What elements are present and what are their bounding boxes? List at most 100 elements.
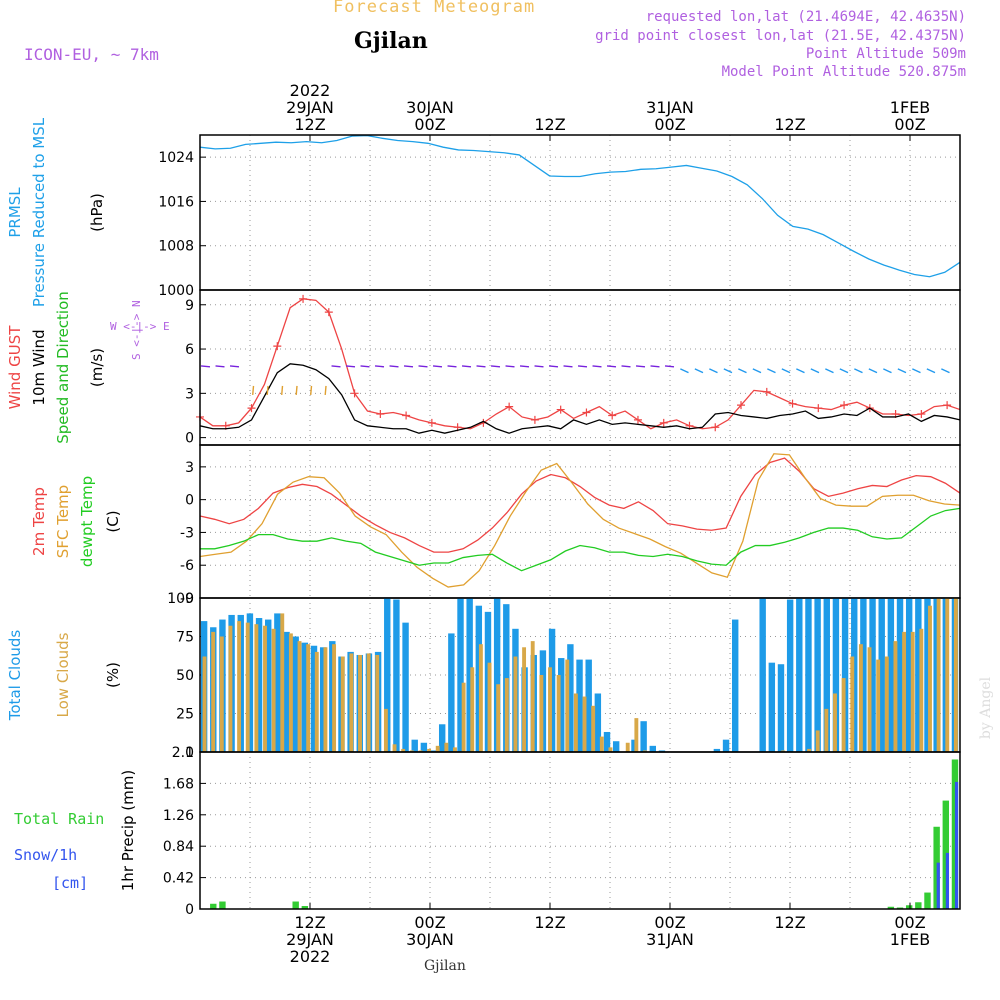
- bar-clouds-total: [924, 598, 931, 752]
- bar-clouds-total: [466, 598, 473, 752]
- bar-clouds-low: [884, 656, 889, 752]
- wind-arrow: [345, 365, 356, 368]
- bar-clouds-total: [246, 613, 254, 752]
- requested-coords: requested lon,lat (21.4694E, 42.4635N): [645, 9, 966, 25]
- bar-clouds-total: [732, 619, 739, 752]
- bar-clouds-low: [444, 742, 449, 752]
- wind-arrow: [868, 368, 878, 374]
- bar-clouds-low: [953, 598, 958, 752]
- wind-arrow: [781, 368, 791, 374]
- axis-label-wind: Speed and Direction: [54, 291, 72, 444]
- bar-clouds-total: [438, 724, 446, 752]
- wind-arrow: [897, 368, 907, 374]
- bar-clouds-low: [781, 750, 786, 752]
- bar-clouds-total: [640, 721, 647, 752]
- bar-clouds-total: [832, 598, 840, 752]
- gust-marker: [324, 308, 333, 317]
- bar-clouds-low: [928, 605, 932, 752]
- wind-arrow: [324, 385, 327, 395]
- y-tick-label-clouds: 50: [176, 668, 194, 684]
- bar-precip-snow: [945, 852, 950, 909]
- series-line-temperature-dewpt: [200, 507, 961, 572]
- bar-clouds-total: [713, 748, 721, 752]
- bar-clouds-low: [945, 598, 950, 752]
- gust-marker: [762, 387, 771, 396]
- bar-clouds-low: [340, 656, 345, 752]
- axis-label-pressure: (hPa): [88, 193, 106, 232]
- bar-clouds-low: [936, 598, 941, 752]
- precip-axis-label: 1hr Precip (mm): [119, 770, 137, 891]
- gust-marker: [350, 389, 359, 398]
- bar-clouds-low: [539, 675, 544, 752]
- bar-clouds-total: [283, 631, 290, 752]
- y-tick-label-clouds: 0: [185, 745, 194, 761]
- model-point-altitude: Model Point Altitude 520.875m: [721, 64, 966, 80]
- time-label-bottom: 31JAN: [646, 930, 694, 949]
- gust-marker: [273, 342, 282, 351]
- gust-marker: [427, 418, 436, 427]
- bar-precip-rain: [210, 903, 217, 909]
- wind-arrow: [432, 365, 443, 368]
- y-tick-label-temperature: 3: [185, 460, 194, 476]
- gridpoint-coords: grid point closest lon,lat (21.5E, 42.43…: [595, 28, 966, 44]
- bar-precip-snow: [936, 862, 940, 909]
- y-tick-label-temperature: -6: [180, 558, 194, 574]
- bar-clouds-low: [522, 647, 527, 752]
- wind-arrow: [680, 368, 689, 374]
- bar-clouds-low: [323, 647, 328, 752]
- time-label-top: 12Z: [774, 115, 805, 134]
- bar-clouds-low: [271, 628, 276, 752]
- bar-clouds-total: [503, 604, 510, 752]
- bar-clouds-total: [402, 622, 409, 752]
- time-label-top: 12Z: [534, 115, 565, 134]
- bar-clouds-low: [858, 644, 863, 752]
- axis-label-temperature: dewpt Temp: [78, 476, 96, 567]
- wind-arrow: [200, 365, 211, 368]
- y-tick-label-temperature: -3: [180, 525, 194, 541]
- wind-arrow: [548, 365, 559, 368]
- wind-arrow: [389, 365, 399, 368]
- bar-clouds-low: [366, 653, 371, 752]
- bar-clouds-total: [420, 742, 428, 752]
- bar-clouds-low: [496, 684, 501, 752]
- bar-clouds-low: [591, 705, 596, 752]
- axis-label-wind: (m/s): [88, 348, 106, 387]
- bar-clouds-total: [594, 693, 602, 752]
- bar-precip-snow: [954, 781, 959, 909]
- y-tick-label-precip: 2.1: [172, 745, 194, 761]
- bar-clouds-total: [649, 745, 656, 752]
- bar-clouds-total: [814, 598, 821, 752]
- bar-clouds-low: [245, 622, 250, 752]
- bar-clouds-total: [393, 599, 400, 752]
- time-label-top: 00Z: [414, 115, 445, 134]
- y-tick-label-temperature: 0: [185, 493, 194, 509]
- bar-clouds-total: [319, 647, 327, 752]
- bar-clouds-low: [461, 682, 466, 752]
- wind-arrow: [606, 365, 617, 368]
- precip-label-snow: Snow/1h: [14, 846, 77, 864]
- y-tick-label-clouds: 75: [176, 630, 194, 646]
- bar-clouds-low: [401, 748, 406, 752]
- bar-clouds-low: [375, 654, 380, 752]
- bar-clouds-low: [383, 708, 388, 752]
- bar-clouds-total: [786, 599, 794, 752]
- wind-arrow: [418, 365, 428, 368]
- y-tick-label-precip: 1.68: [163, 776, 194, 792]
- y-tick-label-wind: 3: [185, 386, 194, 402]
- bar-clouds-total: [777, 664, 785, 752]
- point-altitude: Point Altitude 509m: [805, 46, 966, 62]
- gust-marker: [247, 404, 256, 413]
- bar-clouds-total: [860, 598, 867, 752]
- wind-arrow: [738, 368, 747, 374]
- wind-arrow: [825, 368, 834, 374]
- y-tick-label-precip: 0.84: [163, 839, 194, 855]
- bar-clouds-low: [807, 748, 812, 752]
- bar-clouds-low: [237, 621, 242, 752]
- bar-clouds-total: [796, 598, 803, 752]
- bar-clouds-total: [493, 598, 501, 752]
- wind-arrow: [519, 365, 530, 368]
- wind-arrow: [723, 368, 733, 374]
- bar-clouds-low: [219, 636, 224, 752]
- bar-clouds-low: [582, 696, 587, 752]
- footer-location: Gjilan: [424, 958, 466, 974]
